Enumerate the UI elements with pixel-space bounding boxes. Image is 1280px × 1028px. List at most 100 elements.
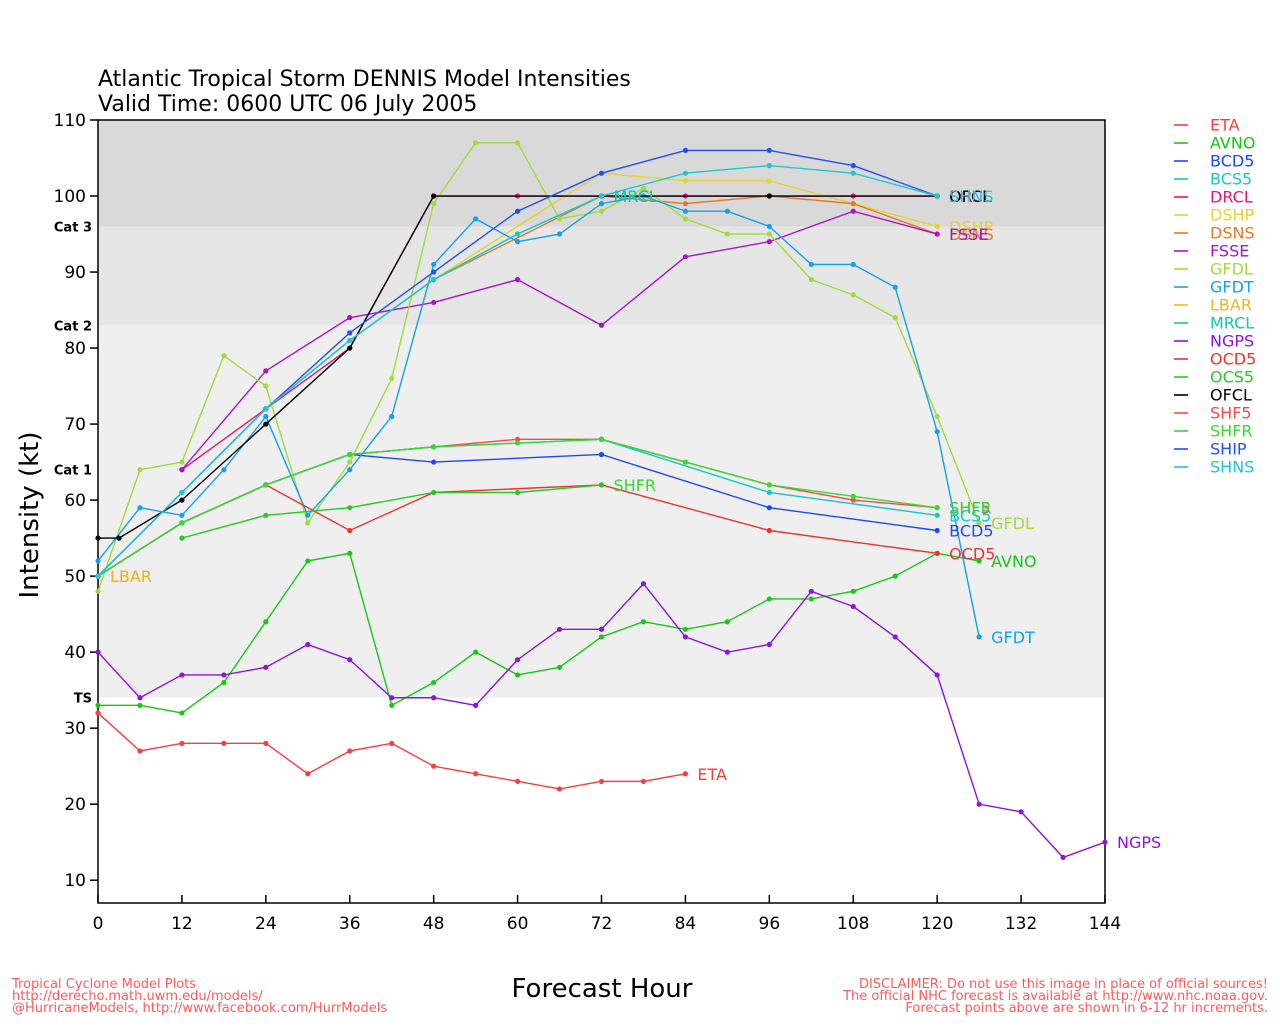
data-point-eta	[598, 778, 605, 784]
y-tick-label: 80	[64, 339, 86, 359]
data-point-ngps	[934, 672, 940, 678]
legend-label-ofcl: OFCL	[1210, 386, 1252, 405]
footer-credit-line1: Tropical Cyclone Model Plots	[11, 977, 196, 992]
data-point-gfdl	[263, 383, 269, 389]
data-point-ofcl	[95, 535, 101, 541]
data-point-ngps	[137, 695, 143, 701]
legend-label-ocd5: OCD5	[1210, 350, 1256, 369]
legend-label-bcs5: BCS5	[1210, 170, 1252, 189]
data-point-ngps	[1060, 854, 1066, 860]
data-point-dshp	[766, 178, 772, 184]
band-label-cat-3: Cat 3	[54, 220, 92, 235]
series-line-fsse	[181, 210, 938, 471]
data-point-ngps	[976, 801, 982, 807]
data-point-avno	[95, 702, 101, 708]
data-point-eta	[640, 778, 647, 784]
data-point-shns	[682, 170, 689, 176]
data-point-avno	[598, 634, 605, 640]
end-label-bcs5: BCS5	[949, 506, 991, 525]
data-point-eta	[556, 786, 563, 792]
data-point-gfdl	[556, 216, 563, 222]
data-point-dsns	[682, 201, 689, 207]
data-point-fsse	[934, 231, 940, 237]
end-label-gfdt: GFDT	[991, 628, 1035, 647]
data-point-ngps	[95, 649, 101, 655]
data-point-avno	[137, 702, 143, 708]
data-point-gfdt	[976, 634, 982, 640]
x-tick-label: 36	[339, 914, 361, 934]
end-label-ngps: NGPS	[1117, 833, 1161, 852]
band-label-cat-2: Cat 2	[54, 319, 92, 334]
data-point-fsse	[766, 239, 772, 245]
legend-label-bcd5: BCD5	[1210, 152, 1254, 171]
data-point-bcd5	[766, 505, 772, 511]
data-point-gfdt	[892, 284, 898, 290]
end-label-shfr: SHFR	[949, 499, 992, 518]
data-point-gfdt	[514, 239, 521, 245]
series-fsse	[179, 208, 940, 473]
data-point-shfr	[347, 451, 353, 458]
data-point-gfdt	[473, 216, 479, 222]
legend-label-ngps: NGPS	[1210, 332, 1254, 351]
data-point-eta	[263, 740, 269, 746]
data-point-ofcl	[347, 345, 353, 351]
legend-label-mrcl: MRCL	[1210, 314, 1254, 333]
data-point-shns	[179, 489, 185, 496]
y-tick-label: 110	[54, 111, 86, 131]
data-point-ship	[514, 208, 521, 214]
x-tick-label: 108	[837, 914, 869, 934]
data-point-ship	[431, 269, 437, 275]
x-tick-label: 12	[171, 914, 193, 934]
data-point-shns	[263, 406, 269, 412]
y-tick-label: 90	[64, 263, 86, 283]
x-axis-title: Forecast Hour	[512, 974, 693, 1004]
data-point-avno	[808, 596, 814, 602]
data-point-gfdl	[598, 208, 605, 214]
data-point-avno	[850, 588, 856, 594]
data-point-gfdl	[640, 185, 647, 192]
data-point-avno	[892, 573, 898, 579]
data-point-ngps	[305, 641, 311, 648]
data-point-avno	[431, 679, 437, 686]
data-point-gfdl	[179, 459, 185, 465]
data-point-gfdt	[389, 413, 395, 420]
x-tick-label: 96	[759, 914, 781, 934]
category-bands: TS Cat 1 Cat 2 Cat 3	[54, 120, 1105, 707]
x-tick-label: 24	[255, 914, 277, 934]
footer-disclaimer-line1: DISCLAIMER: Do not use this image in pla…	[859, 977, 1268, 992]
data-point-ship	[682, 147, 689, 154]
end-label-fsse: FSSE	[949, 225, 988, 244]
data-point-shfr	[850, 493, 856, 499]
series-line-gfdl	[97, 142, 980, 592]
data-point-eta	[179, 740, 185, 746]
inline-label-shfr: SHFR	[614, 476, 657, 495]
data-point-ship	[766, 147, 772, 154]
data-point-ofcl	[431, 193, 437, 199]
end-label-gfdl: GFDL	[991, 514, 1034, 533]
inline-label-lbar: LBAR	[110, 567, 152, 586]
data-point-shns	[347, 337, 353, 344]
legend-label-dsns: DSNS	[1210, 224, 1255, 243]
data-point-avno	[473, 649, 479, 655]
data-point-shfr	[766, 482, 772, 488]
data-point-gfdt	[347, 467, 353, 473]
data-point-ocs5	[263, 512, 269, 518]
data-point-ngps	[514, 657, 521, 663]
series-line-avno	[98, 552, 980, 714]
data-point-gfdt	[95, 558, 101, 564]
y-tick-label: 50	[64, 567, 86, 587]
data-point-dshp	[682, 178, 689, 184]
data-point-ngps	[347, 657, 353, 663]
series-eta	[95, 710, 689, 792]
data-point-gfdt	[682, 208, 689, 214]
legend-label-dshp: DSHP	[1210, 206, 1255, 225]
legend-label-fsse: FSSE	[1210, 242, 1249, 261]
legend-label-eta: ETA	[1210, 116, 1240, 135]
data-point-ocs5	[514, 489, 521, 496]
data-point-eta	[221, 740, 227, 746]
legend-label-shfr: SHFR	[1210, 422, 1253, 441]
data-point-fsse	[347, 315, 353, 321]
legend-label-gfdt: GFDT	[1210, 278, 1254, 297]
